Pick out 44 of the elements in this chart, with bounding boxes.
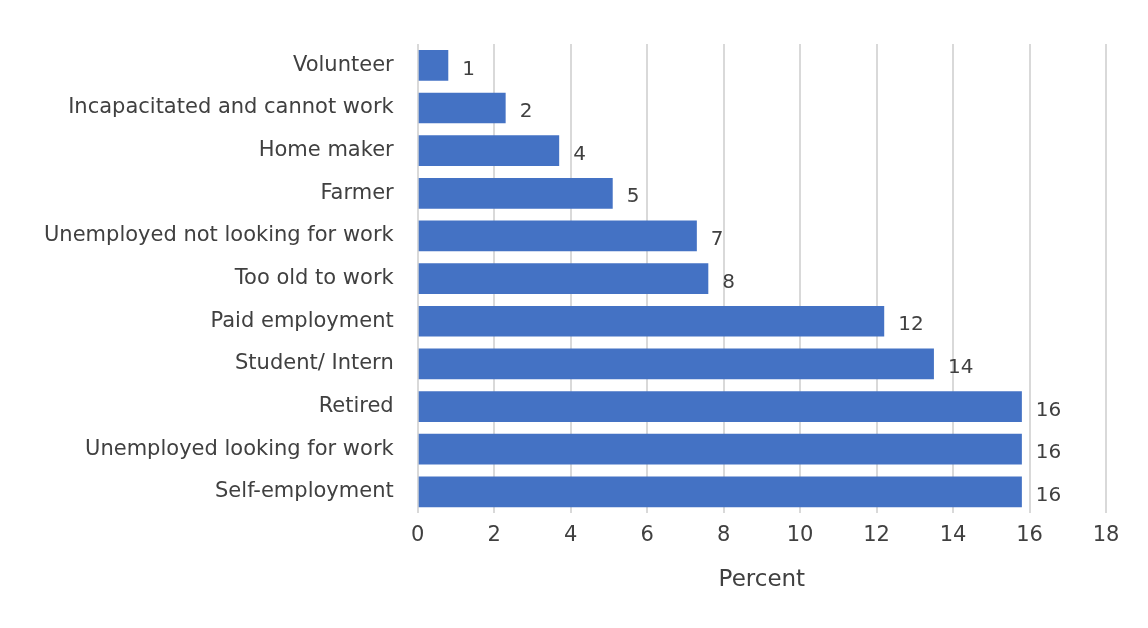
x-tick-label: 2 [487,522,501,547]
x-tick-label: 12 [863,522,890,547]
y-tick-label: Incapacitated and cannot work [68,94,395,119]
bar [418,433,1022,465]
data-label: 12 [898,311,924,336]
x-axis-title: Percent [718,565,806,592]
x-tick-label: 18 [1092,522,1120,547]
data-label: 7 [710,226,724,251]
bar [418,391,1022,422]
y-tick-label: Farmer [320,179,395,204]
bar [418,49,449,81]
x-tick-label: 6 [640,522,654,547]
data-label: 16 [1035,396,1062,421]
y-tick-label: Self-employment [215,478,394,503]
x-tick-label: 8 [716,522,731,547]
bar [418,305,885,337]
x-tick-label: 4 [563,522,578,547]
y-tick-label: Home maker [258,137,395,162]
x-tick-label: 10 [786,522,814,547]
bar [418,92,506,124]
y-tick-label: Paid employment [210,307,394,332]
y-tick-label: Unemployed not looking for work [44,222,395,247]
bar [418,476,1022,508]
bar [418,348,934,380]
bar [418,135,560,166]
y-tick-label: Volunteer [292,51,395,76]
bar [418,220,697,252]
bar [418,263,709,294]
data-label: 4 [573,140,586,165]
data-label: 2 [519,98,533,123]
x-tick-label: 14 [939,522,967,547]
x-tick-label: 16 [1016,522,1043,547]
y-tick-label: Too old to work [233,265,395,290]
data-label: 5 [626,183,640,208]
bar [418,177,613,209]
x-tick-label: 0 [411,522,425,547]
y-tick-label: Retired [318,393,394,418]
data-label: 14 [947,354,974,379]
y-tick-label: Student/ Intern [235,350,394,375]
data-label: 8 [722,268,736,293]
data-label: 16 [1035,439,1062,464]
y-tick-label: Unemployed looking for work [85,435,395,460]
data-label: 1 [462,55,476,80]
data-label: 16 [1035,482,1062,507]
